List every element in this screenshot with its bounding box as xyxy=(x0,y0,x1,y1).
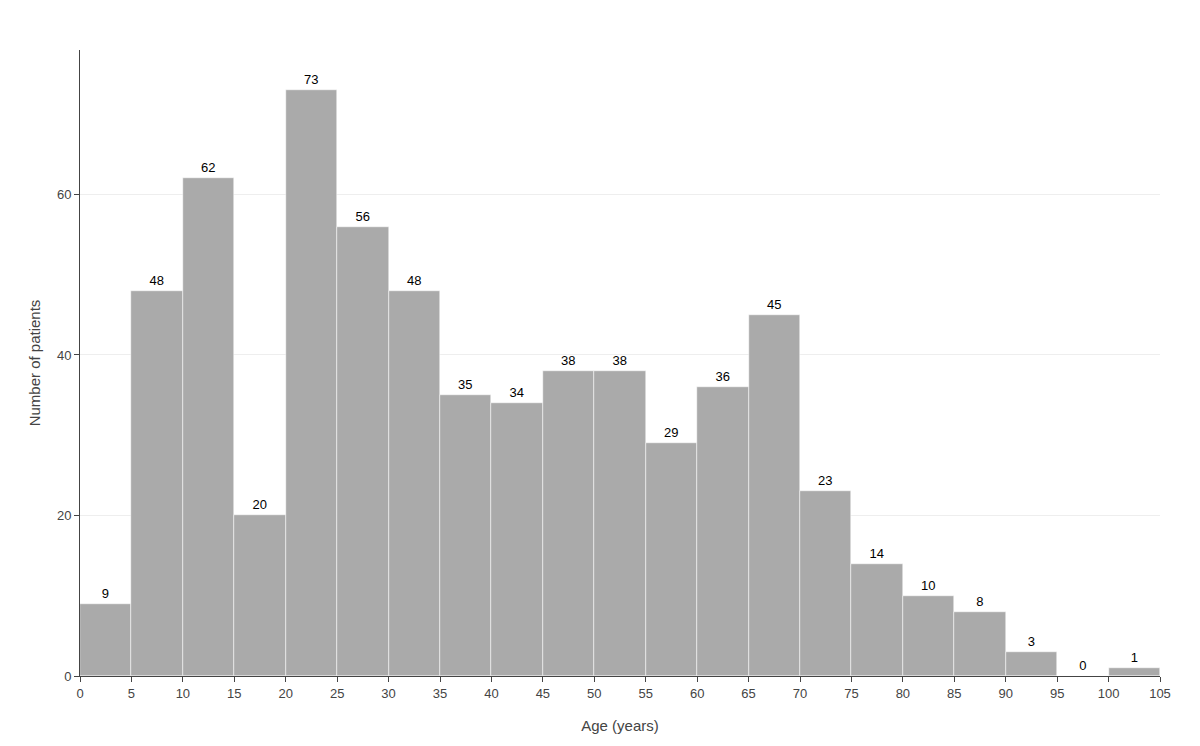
svg-text:60: 60 xyxy=(690,686,704,701)
svg-text:56: 56 xyxy=(356,209,370,224)
svg-text:50: 50 xyxy=(587,686,601,701)
svg-text:48: 48 xyxy=(407,273,421,288)
svg-text:1: 1 xyxy=(1131,650,1138,665)
svg-text:20: 20 xyxy=(253,497,267,512)
svg-text:8: 8 xyxy=(976,594,983,609)
svg-text:0: 0 xyxy=(76,686,83,701)
svg-text:0: 0 xyxy=(64,669,71,684)
svg-text:3: 3 xyxy=(1028,634,1035,649)
svg-text:5: 5 xyxy=(128,686,135,701)
svg-text:45: 45 xyxy=(767,297,781,312)
svg-text:Age (years): Age (years) xyxy=(581,717,659,734)
svg-text:35: 35 xyxy=(458,377,472,392)
svg-text:15: 15 xyxy=(227,686,241,701)
svg-text:75: 75 xyxy=(844,686,858,701)
svg-text:35: 35 xyxy=(433,686,447,701)
svg-text:23: 23 xyxy=(818,473,832,488)
svg-text:95: 95 xyxy=(1050,686,1064,701)
svg-text:38: 38 xyxy=(561,353,575,368)
svg-text:60: 60 xyxy=(57,187,71,202)
svg-text:20: 20 xyxy=(278,686,292,701)
svg-text:36: 36 xyxy=(716,369,730,384)
svg-text:10: 10 xyxy=(921,578,935,593)
svg-text:38: 38 xyxy=(613,353,627,368)
svg-text:25: 25 xyxy=(330,686,344,701)
svg-text:30: 30 xyxy=(381,686,395,701)
svg-text:14: 14 xyxy=(870,546,884,561)
svg-text:9: 9 xyxy=(102,586,109,601)
svg-text:34: 34 xyxy=(510,385,524,400)
svg-text:80: 80 xyxy=(896,686,910,701)
svg-text:105: 105 xyxy=(1149,686,1171,701)
svg-text:40: 40 xyxy=(484,686,498,701)
svg-text:48: 48 xyxy=(150,273,164,288)
svg-text:Number of patients: Number of patients xyxy=(26,300,43,427)
svg-text:20: 20 xyxy=(57,508,71,523)
svg-text:90: 90 xyxy=(998,686,1012,701)
svg-text:45: 45 xyxy=(536,686,550,701)
svg-text:55: 55 xyxy=(638,686,652,701)
svg-text:62: 62 xyxy=(201,160,215,175)
svg-text:73: 73 xyxy=(304,72,318,87)
svg-text:0: 0 xyxy=(1079,658,1086,673)
svg-text:100: 100 xyxy=(1098,686,1120,701)
svg-text:65: 65 xyxy=(741,686,755,701)
svg-text:70: 70 xyxy=(793,686,807,701)
svg-text:40: 40 xyxy=(57,348,71,363)
svg-text:85: 85 xyxy=(947,686,961,701)
svg-text:29: 29 xyxy=(664,425,678,440)
svg-text:10: 10 xyxy=(176,686,190,701)
